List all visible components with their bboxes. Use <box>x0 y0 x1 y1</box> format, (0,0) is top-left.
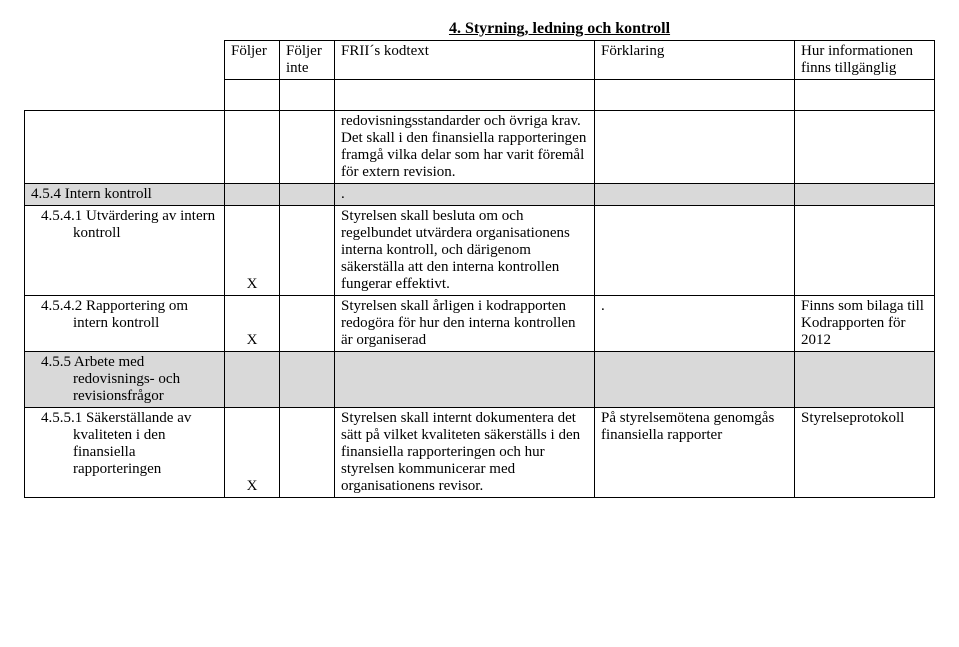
header-info: Hur informationen finns tillgänglig <box>795 41 935 80</box>
header-foljer-inte: Följer inte <box>280 41 335 80</box>
cell-r6-c4: Styrelsen skall internt dokumentera det … <box>335 407 595 497</box>
cell-r6-c2: X <box>225 407 280 497</box>
spacer-c4 <box>335 80 595 111</box>
cell-r2-c1: 4.5.4 Intern kontroll <box>25 183 225 205</box>
cell-r1-c2 <box>225 110 280 183</box>
table-header-row: Följer Följer inte FRII´s kodtext Förkla… <box>25 41 935 80</box>
cell-r5-c4 <box>335 351 595 407</box>
table-row: 4.5.4 Intern kontroll . <box>25 183 935 205</box>
cell-r1-c6 <box>795 110 935 183</box>
cell-r1-c3 <box>280 110 335 183</box>
table-row: redovisningsstandarder och övriga krav. … <box>25 110 935 183</box>
cell-r4-c1: 4.5.4.2 Rapportering om intern kontroll <box>25 295 225 351</box>
cell-r2-c5 <box>595 183 795 205</box>
main-table: Följer Följer inte FRII´s kodtext Förkla… <box>24 40 935 498</box>
header-foljer-inte-l1: Följer <box>286 43 322 59</box>
header-kodtext: FRII´s kodtext <box>335 41 595 80</box>
cell-r5-c5 <box>595 351 795 407</box>
cell-r1-c5 <box>595 110 795 183</box>
cell-r2-c3 <box>280 183 335 205</box>
cell-r5-c1: 4.5.5 Arbete med redovisnings- och revis… <box>25 351 225 407</box>
cell-r3-c3 <box>280 205 335 295</box>
cell-r3-c5 <box>595 205 795 295</box>
cell-r2-c4: . <box>335 183 595 205</box>
cell-r2-c2 <box>225 183 280 205</box>
spacer-c5 <box>595 80 795 111</box>
header-forklaring: Förklaring <box>595 41 795 80</box>
spacer-row <box>25 80 935 111</box>
cell-r1-c1 <box>25 110 225 183</box>
cell-r3-c4: Styrelsen skall besluta om och regelbund… <box>335 205 595 295</box>
cell-r3-c2: X <box>225 205 280 295</box>
table-row: 4.5.5.1 Säkerställande av kvaliteten i d… <box>25 407 935 497</box>
header-blank <box>25 41 225 80</box>
cell-r1-c4: redovisningsstandarder och övriga krav. … <box>335 110 595 183</box>
spacer-c6 <box>795 80 935 111</box>
cell-r4-c4: Styrelsen skall årligen i kodrapporten r… <box>335 295 595 351</box>
cell-r4-c3 <box>280 295 335 351</box>
spacer-c2 <box>225 80 280 111</box>
cell-r4-c6: Finns som bilaga till Kodrapporten för 2… <box>795 295 935 351</box>
cell-r6-c5: På styrelsemötena genomgås finansiella r… <box>595 407 795 497</box>
table-row: 4.5.5 Arbete med redovisnings- och revis… <box>25 351 935 407</box>
cell-r6-c1: 4.5.5.1 Säkerställande av kvaliteten i d… <box>25 407 225 497</box>
cell-r6-c3 <box>280 407 335 497</box>
table-row: 4.5.4.2 Rapportering om intern kontroll … <box>25 295 935 351</box>
cell-r3-c6 <box>795 205 935 295</box>
spacer-c3 <box>280 80 335 111</box>
cell-r5-c2 <box>225 351 280 407</box>
cell-r2-c6 <box>795 183 935 205</box>
cell-r3-c1: 4.5.4.1 Utvärdering av intern kontroll <box>25 205 225 295</box>
cell-r4-c2: X <box>225 295 280 351</box>
cell-r6-c6: Styrelseprotokoll <box>795 407 935 497</box>
cell-r5-c6 <box>795 351 935 407</box>
header-info-l2: finns tillgänglig <box>801 60 896 76</box>
cell-r4-c5: . <box>595 295 795 351</box>
table-row: 4.5.4.1 Utvärdering av intern kontroll X… <box>25 205 935 295</box>
spacer-c1 <box>25 80 225 111</box>
header-foljer-inte-l2: inte <box>286 60 309 76</box>
page-title: 4. Styrning, ledning och kontroll <box>24 20 935 38</box>
header-info-l1: Hur informationen <box>801 43 913 59</box>
header-foljer: Följer <box>225 41 280 80</box>
cell-r5-c3 <box>280 351 335 407</box>
